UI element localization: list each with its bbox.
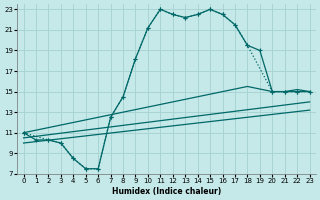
X-axis label: Humidex (Indice chaleur): Humidex (Indice chaleur)	[112, 187, 221, 196]
